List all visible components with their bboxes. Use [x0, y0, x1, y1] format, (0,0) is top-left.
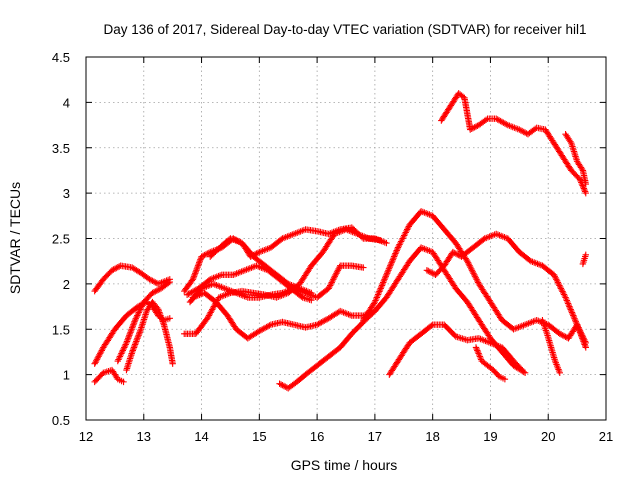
series-track-9: [186, 262, 367, 306]
series-track-20: [579, 251, 589, 268]
data-point: [114, 357, 121, 365]
data-points: [91, 90, 589, 392]
series-marker-trail: [473, 345, 507, 382]
x-tick-labels: 12 13 14 15 16 17 18 19 20 21: [79, 429, 613, 444]
tick-marks: [85, 56, 607, 421]
series-track-14: [386, 321, 526, 378]
grid-lines: [86, 57, 606, 420]
x-tick-label: 14: [194, 429, 208, 444]
series-marker-trail: [123, 300, 176, 372]
data-point: [183, 291, 191, 298]
series-marker-trail: [387, 321, 525, 377]
data-point: [394, 244, 402, 251]
y-tick-label: 2: [63, 277, 70, 292]
data-point: [573, 321, 581, 328]
x-tick-label: 15: [252, 429, 266, 444]
series-track-1: [91, 262, 173, 295]
series-track-12: [276, 244, 529, 392]
series-track-3: [91, 366, 127, 386]
y-tick-label: 3.5: [52, 141, 70, 156]
series-marker-trail: [115, 279, 172, 363]
series-track-13: [360, 208, 589, 351]
data-point: [582, 339, 589, 347]
series-marker-trail: [439, 91, 589, 195]
x-tick-label: 13: [137, 429, 151, 444]
series-marker-trail: [92, 262, 172, 293]
series-marker-trail: [208, 235, 313, 296]
data-point: [423, 267, 431, 274]
series-track-16: [438, 90, 589, 197]
series-track-19: [539, 316, 563, 377]
series-marker-trail: [563, 132, 589, 186]
series-marker-trail: [361, 208, 589, 350]
series-track-4: [114, 278, 173, 365]
series-track-5: [123, 298, 176, 374]
y-tick-label: 3: [63, 186, 70, 201]
series-marker-trail: [92, 367, 125, 385]
x-tick-label: 12: [79, 429, 93, 444]
series-track-15: [423, 230, 589, 347]
x-tick-label: 18: [425, 429, 439, 444]
y-tick-label: 0.5: [52, 413, 70, 428]
series-track-17: [562, 130, 589, 188]
x-tick-label: 19: [483, 429, 497, 444]
series-marker-trail: [539, 318, 563, 375]
y-tick-label: 2.5: [52, 232, 70, 247]
data-point: [472, 344, 480, 351]
series-track-18: [472, 344, 509, 383]
series-track-11: [207, 235, 315, 297]
y-tick-label: 4.5: [52, 50, 70, 65]
chart-title: Day 136 of 2017, Sidereal Day-to-day VTE…: [104, 22, 587, 37]
x-axis-title: GPS time / hours: [291, 457, 398, 473]
data-point: [123, 339, 130, 347]
x-tick-label: 17: [368, 429, 382, 444]
y-axis-title: SDTVAR / TECUs: [7, 182, 23, 294]
series-marker-trail: [191, 290, 377, 341]
y-tick-label: 1.5: [52, 322, 70, 337]
data-point: [198, 253, 205, 260]
y-tick-labels: 0.5 1 1.5 2 2.5 3 3.5 4 4.5: [52, 50, 70, 428]
series-marker-trail: [580, 253, 589, 266]
data-point: [131, 316, 139, 324]
x-tick-label: 21: [599, 429, 613, 444]
data-point: [383, 271, 390, 278]
x-tick-label: 20: [541, 429, 555, 444]
data-point: [91, 360, 98, 367]
x-tick-label: 16: [310, 429, 324, 444]
data-point: [562, 294, 569, 301]
series-marker-trail: [425, 231, 589, 345]
y-tick-label: 1: [63, 368, 70, 383]
data-point: [582, 189, 589, 197]
y-tick-label: 4: [63, 95, 70, 110]
data-point: [276, 380, 283, 387]
series-marker-trail: [187, 262, 365, 304]
